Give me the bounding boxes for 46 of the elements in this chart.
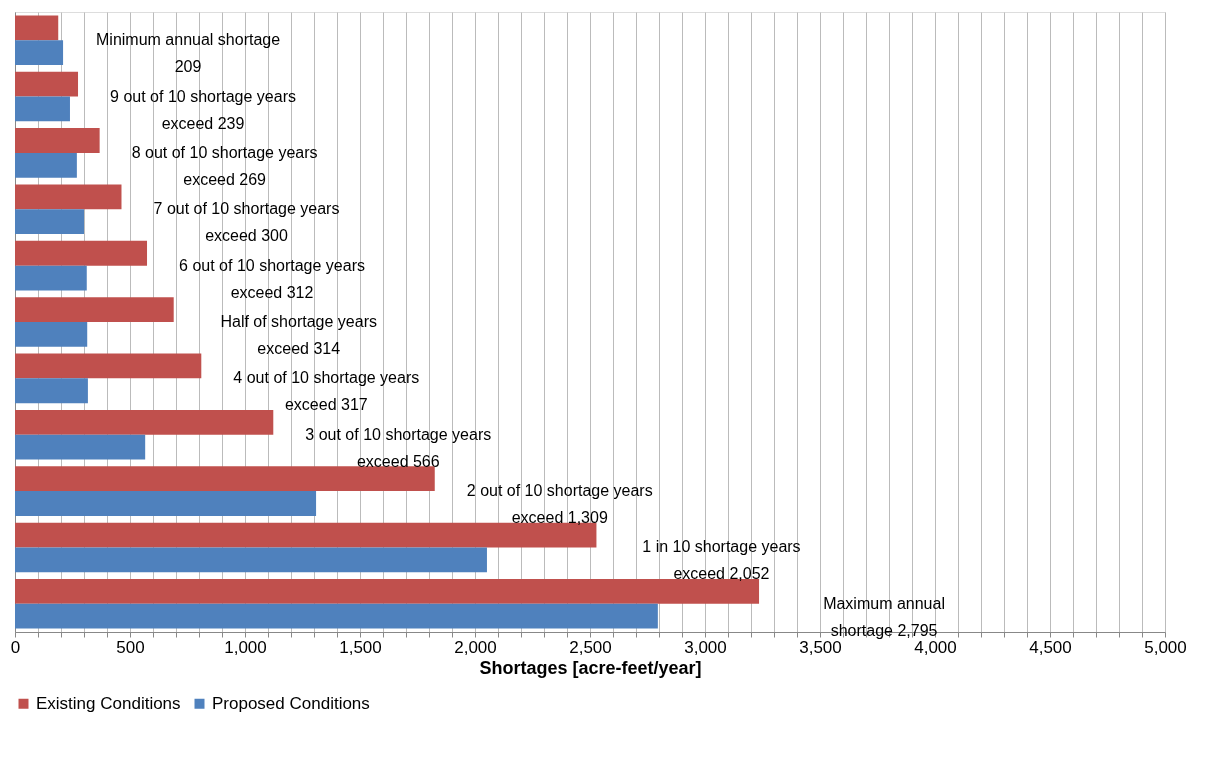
bar (15, 128, 100, 153)
bar (15, 547, 487, 573)
annotation: 3 out of 10 shortage years exceed 566 (305, 425, 492, 470)
bar (15, 184, 122, 210)
bar (15, 96, 70, 122)
bar (15, 466, 435, 492)
bar (15, 40, 64, 65)
bar (15, 265, 87, 291)
bar (15, 240, 148, 266)
bar (15, 322, 88, 347)
annotation: 7 out of 10 shortage years exceed 300 (153, 200, 340, 245)
bar (15, 378, 88, 404)
x-tick-label: 1,000 (224, 637, 267, 657)
bar (15, 209, 84, 235)
annotation: 9 out of 10 shortage years exceed 239 (110, 87, 296, 132)
x-axis-title: Shortages [acre-feet/year] (479, 657, 702, 678)
x-tick-label: 5,000 (1144, 637, 1187, 657)
x-tick-label: 4,500 (1029, 637, 1072, 657)
x-tick-label: 0 (10, 637, 21, 657)
x-tick-label: 500 (116, 637, 145, 657)
bar (15, 71, 79, 97)
x-tick-label: 2,500 (569, 637, 612, 657)
x-tick-label: 2,000 (454, 637, 497, 657)
legend-label: Proposed Conditions (212, 693, 370, 713)
annotation: 1 in 10 shortage years exceed 2,052 (642, 538, 801, 583)
bar (15, 15, 59, 41)
annotation: Half of shortage years exceed 314 (220, 313, 377, 357)
bar (15, 409, 274, 435)
annotation: 2 out of 10 shortage years exceed 1,309 (466, 482, 653, 527)
annotation: 4 out of 10 shortage years exceed 317 (233, 369, 420, 414)
bar (15, 603, 658, 629)
bar (15, 579, 760, 604)
x-tick-label: 1,500 (339, 637, 382, 657)
annotation: 8 out of 10 shortage years exceed 269 (131, 143, 318, 188)
annotation: Minimum annual shortage 209 (96, 31, 281, 76)
annotation: 6 out of 10 shortage years exceed 312 (179, 256, 365, 301)
bar (15, 353, 202, 379)
bar (15, 152, 77, 178)
bar (15, 491, 317, 516)
bar (15, 434, 146, 460)
bar (15, 297, 174, 322)
annotation: Maximum annual shortage 2,795 (823, 594, 945, 639)
x-tick-label: 3,500 (799, 637, 842, 657)
legend-label: Existing Conditions (36, 693, 181, 713)
x-tick-label: 3,000 (684, 637, 727, 657)
x-tick-label: 4,000 (914, 637, 957, 657)
